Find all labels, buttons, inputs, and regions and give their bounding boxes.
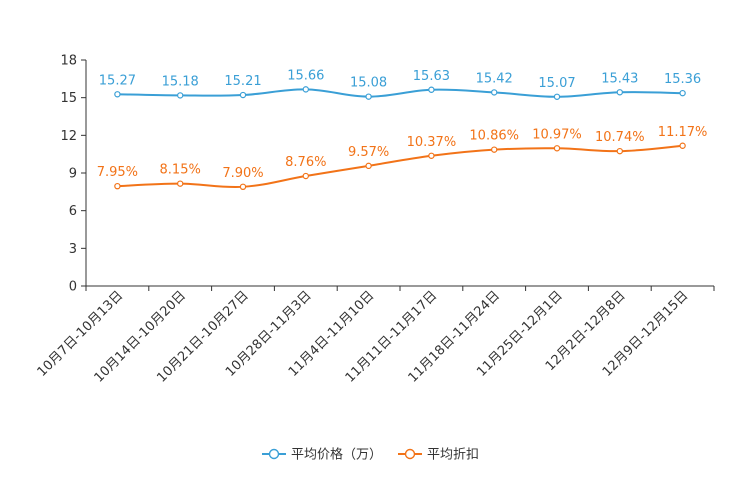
y-tick-label: 12: [60, 129, 77, 144]
series-layer: 15.27 15.18 15.21 15.66 15.08 15.63 15.42 15.07…: [97, 68, 708, 191]
data-label: 15.36: [664, 72, 701, 87]
y-tick-label: 9: [69, 167, 77, 182]
data-label: 15.18: [162, 74, 199, 89]
legend-label: 平均价格（万）: [291, 447, 382, 463]
legend-item-1[interactable]: 平均价格（万）: [262, 447, 382, 463]
data-point: [616, 147, 624, 155]
y-tick-label: 6: [69, 204, 77, 219]
data-label: 15.66: [287, 68, 324, 83]
data-point: [491, 146, 498, 153]
series-2: 7.95% 8.15% 7.90% 8.76% 9.57% 10.37% 10.86% 10.…: [97, 125, 708, 191]
data-label: 10.86%: [469, 129, 519, 144]
data-point: [553, 145, 561, 152]
series-line: [117, 144, 683, 189]
legend-marker: [404, 448, 416, 460]
data-label: 15.27: [99, 73, 136, 88]
data-label: 15.43: [601, 71, 638, 86]
data-label: 8.15%: [160, 163, 201, 178]
legend-marker: [268, 448, 280, 460]
data-point: [114, 182, 121, 190]
data-point: [679, 142, 686, 149]
data-point: [114, 91, 121, 98]
data-point: [302, 86, 309, 93]
data-label: 15.42: [476, 71, 513, 86]
y-tick-label: 3: [69, 242, 77, 257]
data-point: [679, 89, 686, 97]
series-line: [117, 88, 683, 98]
data-point: [302, 172, 309, 180]
data-label: 15.07: [538, 76, 575, 91]
data-point: [365, 93, 372, 100]
y-tick-label: 0: [69, 280, 77, 295]
data-point: [553, 93, 561, 100]
data-label: 10.97%: [532, 127, 582, 142]
data-label: 15.08: [350, 76, 387, 91]
data-point: [176, 180, 184, 187]
series-1: 15.27 15.18 15.21 15.66 15.08 15.63 15.42 15.07…: [99, 68, 701, 100]
data-label: 7.95%: [97, 165, 138, 180]
data-point: [616, 89, 624, 96]
data-label: 9.57%: [348, 145, 389, 160]
data-point: [365, 162, 372, 170]
legend-item-2[interactable]: 平均折扣: [398, 448, 479, 463]
data-label: 7.90%: [222, 166, 263, 181]
data-point: [428, 86, 435, 93]
axes: 036912151810月7日-10月13日10月14日-10月20日10月21…: [35, 54, 715, 386]
data-label: 11.17%: [658, 125, 708, 140]
data-point: [491, 89, 498, 96]
data-point: [428, 152, 435, 159]
legend[interactable]: 平均价格（万） 平均折扣: [262, 447, 479, 463]
data-label: 10.37%: [407, 135, 457, 150]
data-point: [239, 183, 247, 191]
data-label: 8.76%: [285, 155, 326, 170]
data-label: 15.63: [413, 69, 450, 84]
data-label: 15.21: [224, 74, 261, 89]
y-tick-label: 15: [60, 91, 77, 106]
data-label: 10.74%: [595, 130, 645, 145]
data-point: [239, 91, 247, 99]
y-tick-label: 18: [60, 54, 77, 69]
legend-label: 平均折扣: [427, 448, 479, 463]
data-point: [176, 92, 184, 99]
